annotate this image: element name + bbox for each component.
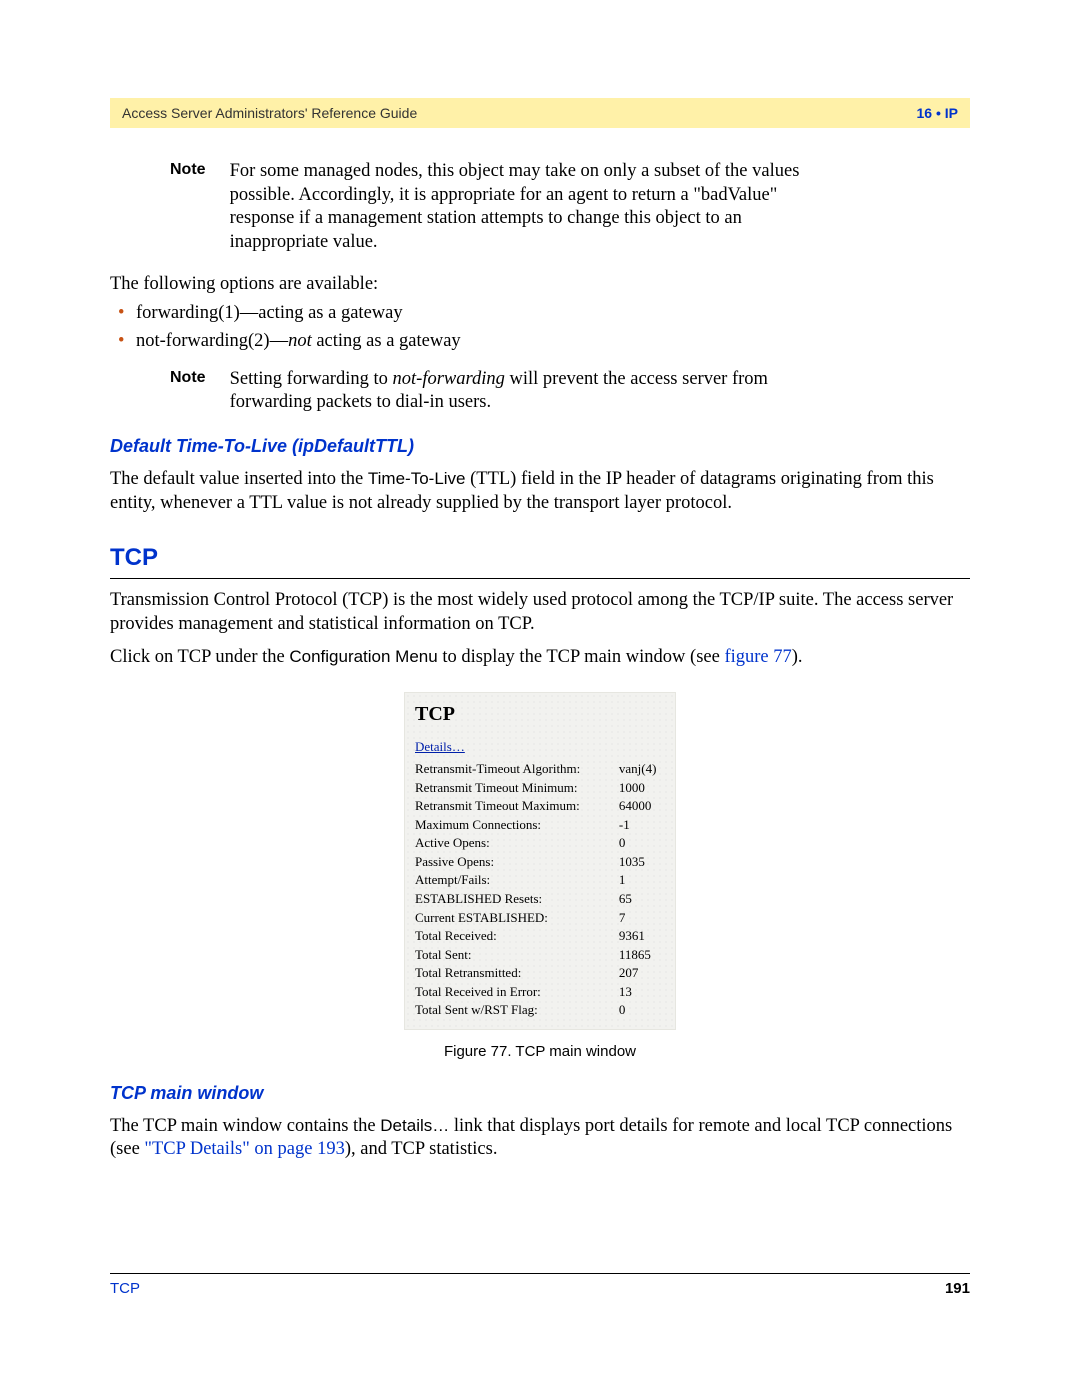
table-row: Total Sent w/RST Flag:0 bbox=[415, 1001, 665, 1020]
stat-value: vanj(4) bbox=[613, 760, 665, 779]
tcp2-sans: Configuration Menu bbox=[289, 647, 437, 666]
table-row: Maximum Connections:-1 bbox=[415, 815, 665, 834]
stat-value: 1 bbox=[613, 871, 665, 890]
tcpmain-post: ), and TCP statistics. bbox=[345, 1139, 498, 1159]
stat-label: Current ESTABLISHED: bbox=[415, 908, 613, 927]
stat-label: Total Received: bbox=[415, 927, 613, 946]
ttl-pre: The default value inserted into the bbox=[110, 469, 368, 489]
stat-value: 0 bbox=[613, 834, 665, 853]
figure-77-link[interactable]: figure 77 bbox=[724, 647, 791, 667]
stat-label: ESTABLISHED Resets: bbox=[415, 890, 613, 909]
tcp-window-figure: TCP Details… Retransmit-Timeout Algorith… bbox=[404, 692, 676, 1030]
stat-value: 0 bbox=[613, 1001, 665, 1020]
stat-value: 65 bbox=[613, 890, 665, 909]
stat-label: Attempt/Fails: bbox=[415, 871, 613, 890]
tcp2-post: ). bbox=[792, 647, 803, 667]
page-content: Note For some managed nodes, this object… bbox=[110, 160, 970, 1168]
stat-value: 1035 bbox=[613, 852, 665, 871]
table-row: Active Opens:0 bbox=[415, 834, 665, 853]
heading-tcp: TCP bbox=[110, 543, 970, 579]
footer-section: TCP bbox=[110, 1280, 140, 1297]
option-text-prefix: not-forwarding(2)— bbox=[136, 331, 288, 351]
tcp-stats-table: Retransmit-Timeout Algorithm:vanj(4)Retr… bbox=[415, 760, 665, 1020]
table-row: Retransmit-Timeout Algorithm:vanj(4) bbox=[415, 760, 665, 779]
option-text-italic: not bbox=[288, 331, 312, 351]
tcpmain-pre: The TCP main window contains the bbox=[110, 1116, 380, 1136]
table-row: Passive Opens:1035 bbox=[415, 852, 665, 871]
note-body: Setting forwarding to not-forwarding wil… bbox=[230, 368, 810, 415]
stat-value: 11865 bbox=[613, 945, 665, 964]
stat-label: Total Retransmitted: bbox=[415, 964, 613, 983]
table-row: Total Received in Error:13 bbox=[415, 982, 665, 1001]
tcp-details-page-link[interactable]: "TCP Details" on page 193 bbox=[144, 1139, 344, 1159]
page-header-bar: Access Server Administrators' Reference … bbox=[110, 98, 970, 128]
tcpmain-sans: Details… bbox=[380, 1116, 449, 1135]
subheading-tcp-main: TCP main window bbox=[110, 1082, 970, 1105]
stat-label: Active Opens: bbox=[415, 834, 613, 853]
tcp-details-link[interactable]: Details… bbox=[415, 738, 465, 756]
ttl-paragraph: The default value inserted into the Time… bbox=[110, 468, 970, 515]
stat-label: Retransmit-Timeout Algorithm: bbox=[415, 760, 613, 779]
table-row: ESTABLISHED Resets:65 bbox=[415, 890, 665, 909]
figure-77: TCP Details… Retransmit-Timeout Algorith… bbox=[404, 692, 676, 1061]
stat-value: 207 bbox=[613, 964, 665, 983]
note-label: Note bbox=[170, 368, 225, 388]
table-row: Retransmit Timeout Minimum:1000 bbox=[415, 778, 665, 797]
subheading-ttl: Default Time-To-Live (ipDefaultTTL) bbox=[110, 435, 970, 458]
option-text: forwarding(1)—acting as a gateway bbox=[136, 303, 403, 323]
figure-caption: Figure 77. TCP main window bbox=[404, 1042, 676, 1061]
page: Access Server Administrators' Reference … bbox=[0, 0, 1080, 1397]
header-chapter: 16 • IP bbox=[917, 105, 958, 121]
table-row: Total Retransmitted:207 bbox=[415, 964, 665, 983]
stat-label: Passive Opens: bbox=[415, 852, 613, 871]
option-item: not-forwarding(2)—not acting as a gatewa… bbox=[136, 330, 970, 354]
table-row: Retransmit Timeout Maximum:64000 bbox=[415, 797, 665, 816]
option-item: forwarding(1)—acting as a gateway bbox=[136, 302, 970, 326]
note-block-1: Note For some managed nodes, this object… bbox=[170, 160, 970, 255]
stat-label: Total Sent: bbox=[415, 945, 613, 964]
options-intro: The following options are available: bbox=[110, 273, 970, 297]
tcp-paragraph-1: Transmission Control Protocol (TCP) is t… bbox=[110, 589, 970, 636]
stat-value: 9361 bbox=[613, 927, 665, 946]
tcp2-pre: Click on TCP under the bbox=[110, 647, 289, 667]
note-label: Note bbox=[170, 160, 225, 180]
note-body: For some managed nodes, this object may … bbox=[230, 160, 810, 255]
stat-value: 13 bbox=[613, 982, 665, 1001]
table-row: Attempt/Fails:1 bbox=[415, 871, 665, 890]
stat-label: Maximum Connections: bbox=[415, 815, 613, 834]
stat-label: Total Received in Error: bbox=[415, 982, 613, 1001]
footer-page-number: 191 bbox=[945, 1280, 970, 1297]
table-row: Total Sent:11865 bbox=[415, 945, 665, 964]
stat-value: -1 bbox=[613, 815, 665, 834]
note-block-2: Note Setting forwarding to not-forwardin… bbox=[170, 368, 970, 415]
table-row: Current ESTABLISHED:7 bbox=[415, 908, 665, 927]
tcp-paragraph-2: Click on TCP under the Configuration Men… bbox=[110, 646, 970, 670]
options-list: forwarding(1)—acting as a gateway not-fo… bbox=[110, 302, 970, 353]
tcp2-mid: to display the TCP main window (see bbox=[438, 647, 725, 667]
stat-label: Retransmit Timeout Minimum: bbox=[415, 778, 613, 797]
stat-value: 64000 bbox=[613, 797, 665, 816]
stat-value: 1000 bbox=[613, 778, 665, 797]
stat-label: Retransmit Timeout Maximum: bbox=[415, 797, 613, 816]
tcp-main-paragraph: The TCP main window contains the Details… bbox=[110, 1115, 970, 1162]
table-row: Total Received:9361 bbox=[415, 927, 665, 946]
page-footer: TCP 191 bbox=[110, 1273, 970, 1297]
note2-pre: Setting forwarding to bbox=[230, 369, 393, 389]
stat-value: 7 bbox=[613, 908, 665, 927]
note2-italic: not-forwarding bbox=[393, 369, 505, 389]
stat-label: Total Sent w/RST Flag: bbox=[415, 1001, 613, 1020]
ttl-sans-term: Time-To-Live bbox=[368, 469, 466, 488]
header-doc-title: Access Server Administrators' Reference … bbox=[122, 105, 417, 121]
option-text-suffix: acting as a gateway bbox=[312, 331, 461, 351]
tcp-figure-title: TCP bbox=[415, 701, 665, 728]
